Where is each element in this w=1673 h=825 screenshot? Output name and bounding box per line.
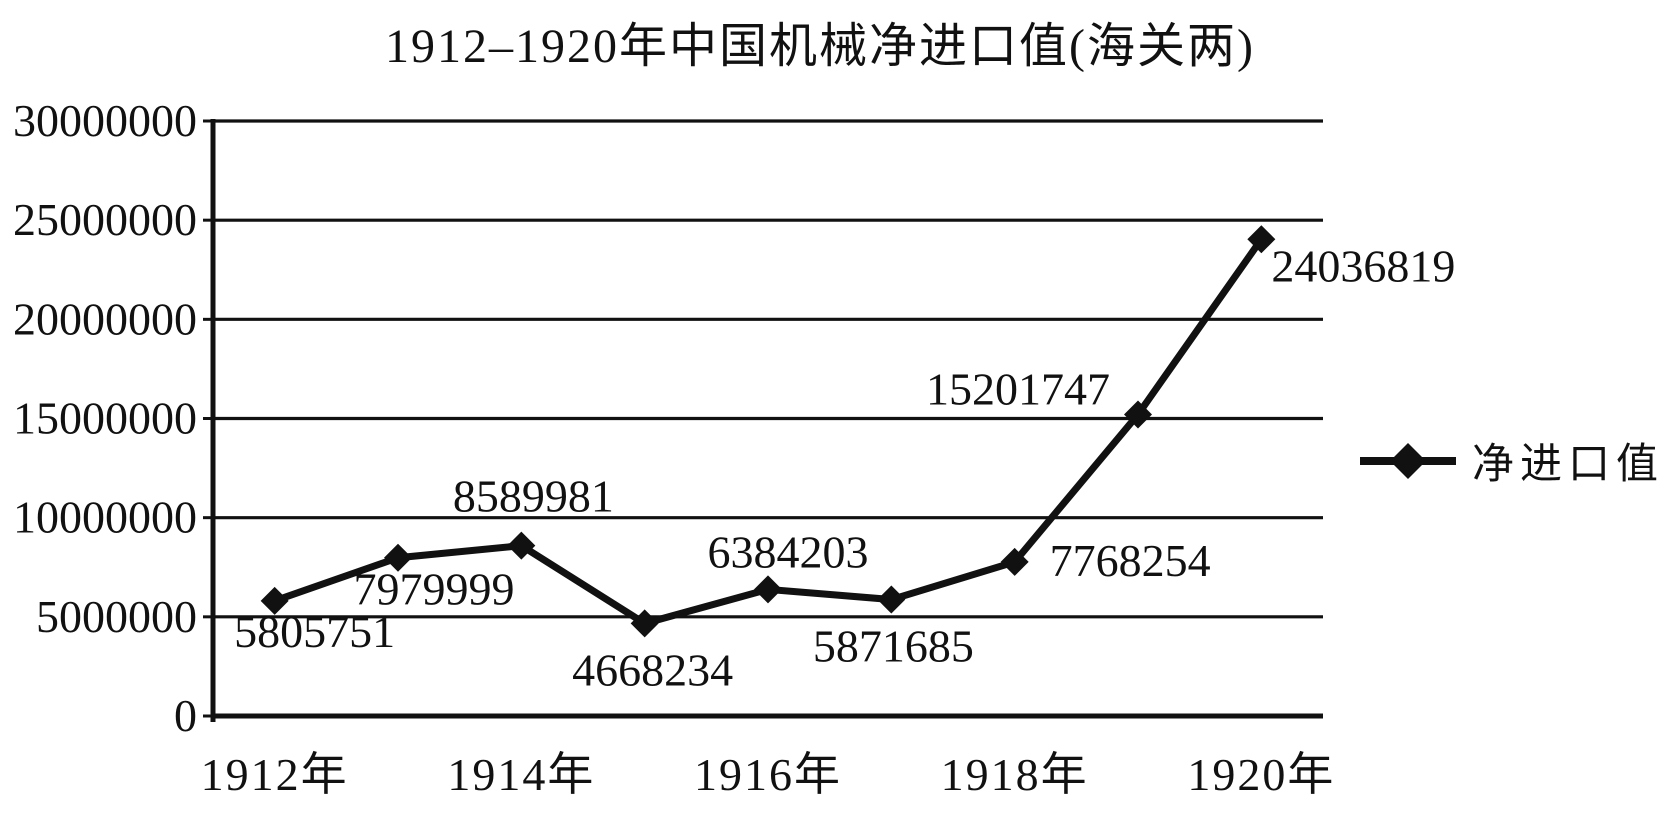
data-label: 5805751 (234, 606, 395, 657)
data-point-marker (1000, 547, 1029, 576)
data-label: 4668234 (572, 644, 733, 695)
y-tick-label: 0 (174, 690, 197, 741)
data-label: 15201747 (926, 363, 1110, 414)
legend-marker-icon (1360, 442, 1456, 479)
data-label: 24036819 (1271, 240, 1455, 291)
data-point-marker (384, 543, 412, 572)
chart-title: 1912–1920年中国机械净进口值(海关两) (385, 20, 1255, 73)
data-point-marker (877, 585, 906, 614)
y-tick-label: 15000000 (13, 393, 197, 444)
legend: 净进口值 (1358, 430, 1664, 491)
x-tick-label: 1912年 (201, 749, 349, 800)
y-tick-label: 20000000 (13, 293, 197, 344)
data-point-marker (260, 586, 289, 615)
y-tick-label: 30000000 (13, 95, 197, 146)
data-point-marker (1247, 225, 1276, 254)
y-tick-label: 5000000 (36, 591, 197, 642)
y-tick-label: 25000000 (13, 194, 197, 245)
data-point-marker (507, 531, 536, 560)
data-label: 7768254 (1050, 535, 1211, 586)
legend-series-label: 净进口值 (1472, 442, 1665, 488)
data-point-marker (1124, 400, 1152, 429)
x-tick-label: 1914年 (447, 749, 595, 800)
x-tick-label: 1918年 (941, 749, 1089, 800)
data-point-marker (754, 575, 782, 604)
data-point-marker (630, 609, 659, 638)
data-label: 6384203 (708, 526, 869, 577)
y-tick-label: 10000000 (13, 492, 197, 543)
data-label: 5871685 (813, 621, 974, 672)
x-tick-label: 1920年 (1187, 749, 1335, 800)
x-tick-label: 1916年 (694, 749, 842, 800)
data-label: 7979999 (354, 564, 515, 615)
data-label: 8589981 (453, 471, 614, 522)
